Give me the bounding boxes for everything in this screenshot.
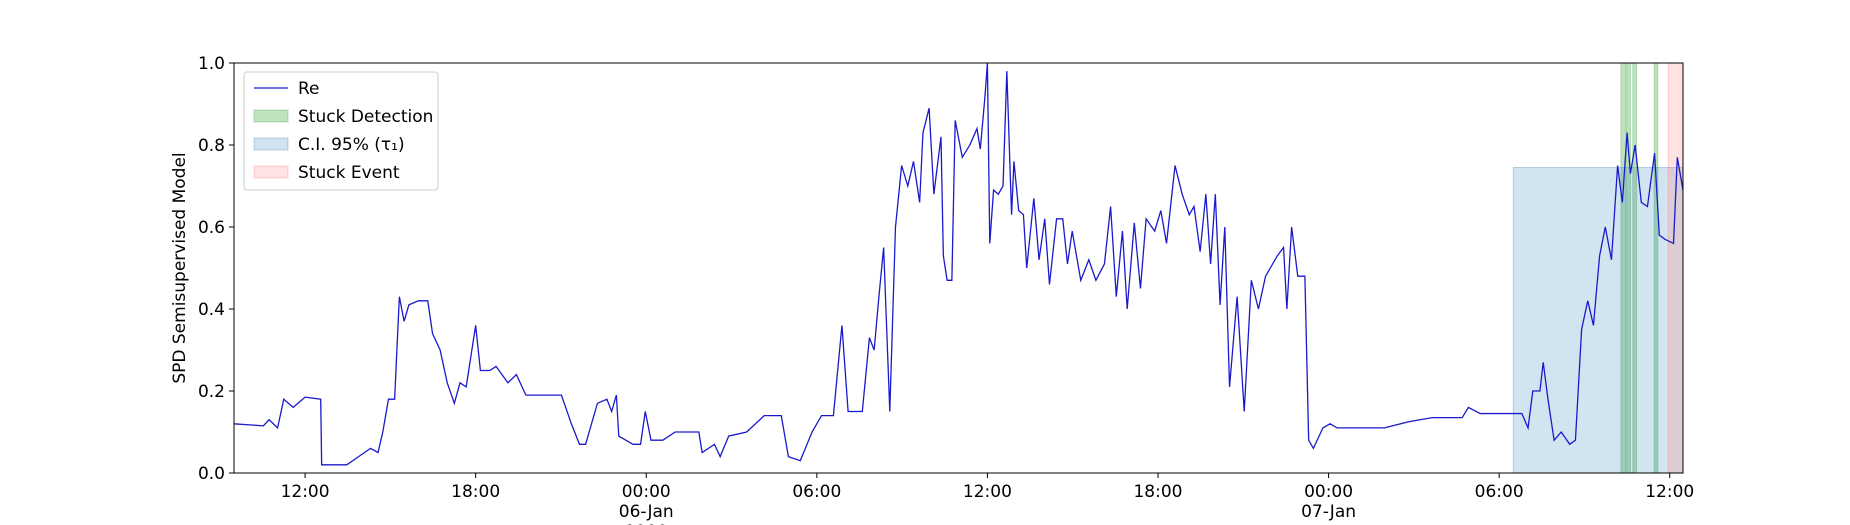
- x-tick-label: 18:00: [451, 482, 500, 502]
- x-tick-label: 12:00: [1645, 482, 1694, 502]
- y-axis-label: SPD Semisupervised Model: [170, 152, 190, 383]
- x-tick-label: 12:00: [281, 482, 330, 502]
- y-tick-label: 0.6: [198, 218, 225, 238]
- y-tick-label: 0.8: [198, 136, 225, 156]
- x-tick-label: 18:00: [1133, 482, 1182, 502]
- plot-frame: [233, 62, 1684, 474]
- data-line: [233, 62, 1684, 466]
- y-tick-label: 1.0: [198, 54, 225, 74]
- x-tick-label: 06:00: [1475, 482, 1524, 502]
- x-tick-label: 06:00: [792, 482, 841, 502]
- legend-patch: [253, 165, 289, 179]
- x-tick-label: 12:00: [963, 482, 1012, 502]
- y-tick-label: 0.0: [198, 464, 225, 484]
- legend-patch: [253, 109, 289, 123]
- x-tick-label: 00:00 07-Jan: [1301, 482, 1356, 522]
- span-band: [1512, 167, 1684, 474]
- span-band: [1667, 62, 1684, 474]
- legend-label: Re: [298, 79, 320, 99]
- legend-patch: [253, 137, 289, 151]
- y-tick-label: 0.2: [198, 382, 225, 402]
- legend-box: [243, 71, 439, 191]
- legend-label: Stuck Detection: [298, 107, 433, 127]
- legend-label: Stuck Event: [298, 163, 400, 183]
- legend-label: C.I. 95% (τ₁): [298, 135, 405, 155]
- y-tick-label: 0.4: [198, 300, 225, 320]
